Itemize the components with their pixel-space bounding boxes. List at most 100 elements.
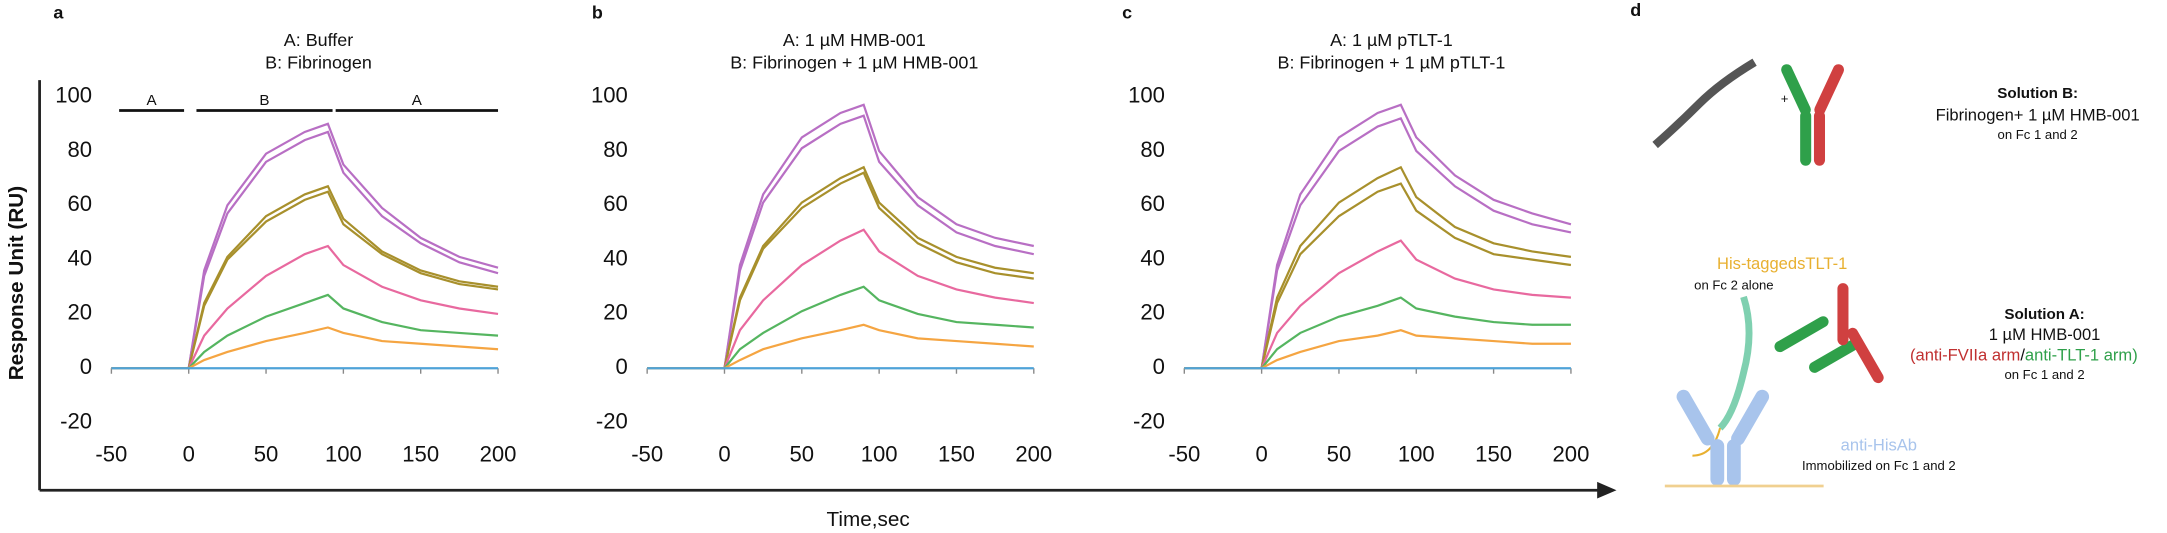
antihis-stem: [1710, 439, 1725, 487]
ab-arm: [1837, 283, 1849, 346]
phase-label: B: [259, 92, 269, 109]
label: Solution B:: [1997, 85, 2078, 102]
chart-title: B: Fibrinogen + 1 µM HMB-001: [730, 52, 978, 72]
ab-arm: [1814, 64, 1845, 116]
label: on Fc 1 and 2: [2004, 367, 2084, 382]
y-tick-label: 100: [591, 82, 628, 107]
curve: [1184, 329, 1571, 370]
curve: [111, 293, 499, 370]
phase-label: A: [147, 92, 158, 109]
curve: [647, 285, 1034, 370]
antihis-stem: [1726, 439, 1741, 487]
x-tick-label: -50: [95, 442, 127, 467]
diagram: d + Solution B: Fibrinogen+ 1 µM HMB-001…: [1630, 0, 2140, 488]
y-tick-label: 80: [1140, 137, 1165, 162]
y-tick-label: 20: [68, 300, 93, 325]
x-tick-label: -50: [631, 442, 663, 467]
panel-letter: d: [1630, 0, 1641, 20]
x-axis-label: Time,sec: [826, 508, 909, 531]
y-tick-label: 100: [55, 82, 92, 107]
y-tick-label: 0: [1153, 354, 1165, 379]
curve: [1184, 182, 1572, 370]
label: anti-TLT-1 arm): [2025, 346, 2138, 365]
x-tick-label: 100: [1398, 442, 1435, 467]
y-tick-label: 60: [68, 191, 93, 216]
label: on Fc 1 and 2: [1998, 127, 2078, 142]
curve: [647, 228, 1034, 370]
x-tick-label: 50: [790, 442, 815, 467]
label: /: [2020, 346, 2025, 365]
panel-letter: c: [1122, 3, 1132, 23]
ab-arm: [1809, 336, 1864, 373]
label: sTLT-1: [1797, 254, 1847, 273]
x-tick-label: 150: [938, 442, 975, 467]
x-tick-label: 0: [183, 442, 195, 467]
arrowhead: [1597, 481, 1617, 499]
ab-arm: [1774, 316, 1829, 353]
x-tick-label: 150: [1475, 442, 1512, 467]
label: His-taggedsTLT-1: [1717, 254, 1847, 273]
chart-title: A: 1 µM pTLT-1: [1330, 30, 1453, 50]
y-tick-label: 80: [603, 137, 628, 162]
x-tick-label: 50: [1327, 442, 1352, 467]
antihis-arm: [1731, 389, 1770, 446]
plus: +: [1781, 91, 1789, 106]
chart-title: A: Buffer: [284, 30, 353, 50]
label: anti-HisAb: [1841, 435, 1917, 454]
chart-title: B: Fibrinogen: [265, 52, 372, 72]
curve: [647, 171, 1034, 370]
x-tick-label: 150: [402, 442, 439, 467]
fibrinogen: [1652, 58, 1757, 149]
stlt: [1717, 295, 1753, 431]
curve: [111, 184, 499, 370]
label: 1 µM HMB-001: [1989, 325, 2101, 344]
ab-arm: [1847, 327, 1884, 384]
x-tick-label: 0: [718, 442, 730, 467]
curve: [1184, 239, 1572, 370]
ab-stem: [1800, 110, 1812, 166]
y-tick-label: 40: [603, 245, 628, 270]
curve: [111, 244, 499, 370]
y-tick-label: 40: [68, 245, 93, 270]
label: Fibrinogen+ 1 µM HMB-001: [1936, 105, 2140, 124]
label: His-tagged: [1717, 254, 1797, 273]
phase-label: A: [412, 92, 423, 109]
x-tick-label: -50: [1168, 442, 1200, 467]
panel-letter: a: [53, 3, 64, 23]
x-tick-label: 200: [480, 442, 517, 467]
x-tick-label: 100: [325, 442, 362, 467]
y-tick-label: -20: [596, 408, 628, 433]
y-axis-label: Response Unit (RU): [5, 186, 28, 380]
y-tick-label: 20: [603, 300, 628, 325]
panel-letter: b: [592, 3, 603, 23]
y-tick-label: 0: [80, 354, 92, 379]
curve: [1184, 103, 1572, 370]
y-tick-label: 60: [1140, 191, 1165, 216]
label: Solution A:: [2004, 306, 2084, 323]
y-tick-label: -20: [1133, 408, 1165, 433]
chart-title: A: 1 µM HMB-001: [783, 30, 926, 50]
ab-arm: [1781, 64, 1811, 116]
curve: [647, 323, 1034, 370]
x-tick-label: 200: [1553, 442, 1590, 467]
y-tick-label: -20: [60, 408, 92, 433]
curve: [647, 103, 1035, 370]
curve: [1184, 117, 1572, 370]
label: Immobilized on Fc 1 and 2: [1802, 458, 1956, 473]
curve: [1184, 165, 1572, 370]
curve: [111, 326, 499, 370]
chart-title: B: Fibrinogen + 1 µM pTLT-1: [1278, 52, 1506, 72]
curve: [1184, 296, 1571, 370]
x-tick-label: 0: [1255, 442, 1267, 467]
y-tick-label: 60: [603, 191, 628, 216]
x-tick-label: 200: [1015, 442, 1052, 467]
x-tick-label: 50: [254, 442, 279, 467]
label: (anti-FVIIa arm: [1910, 346, 2020, 365]
his-tag: [1692, 427, 1722, 457]
y-tick-label: 80: [68, 137, 93, 162]
curve: [111, 190, 499, 370]
ab-stem: [1813, 110, 1826, 166]
x-tick-label: 100: [861, 442, 898, 467]
antihis-arm: [1676, 389, 1715, 446]
y-tick-label: 0: [616, 354, 628, 379]
